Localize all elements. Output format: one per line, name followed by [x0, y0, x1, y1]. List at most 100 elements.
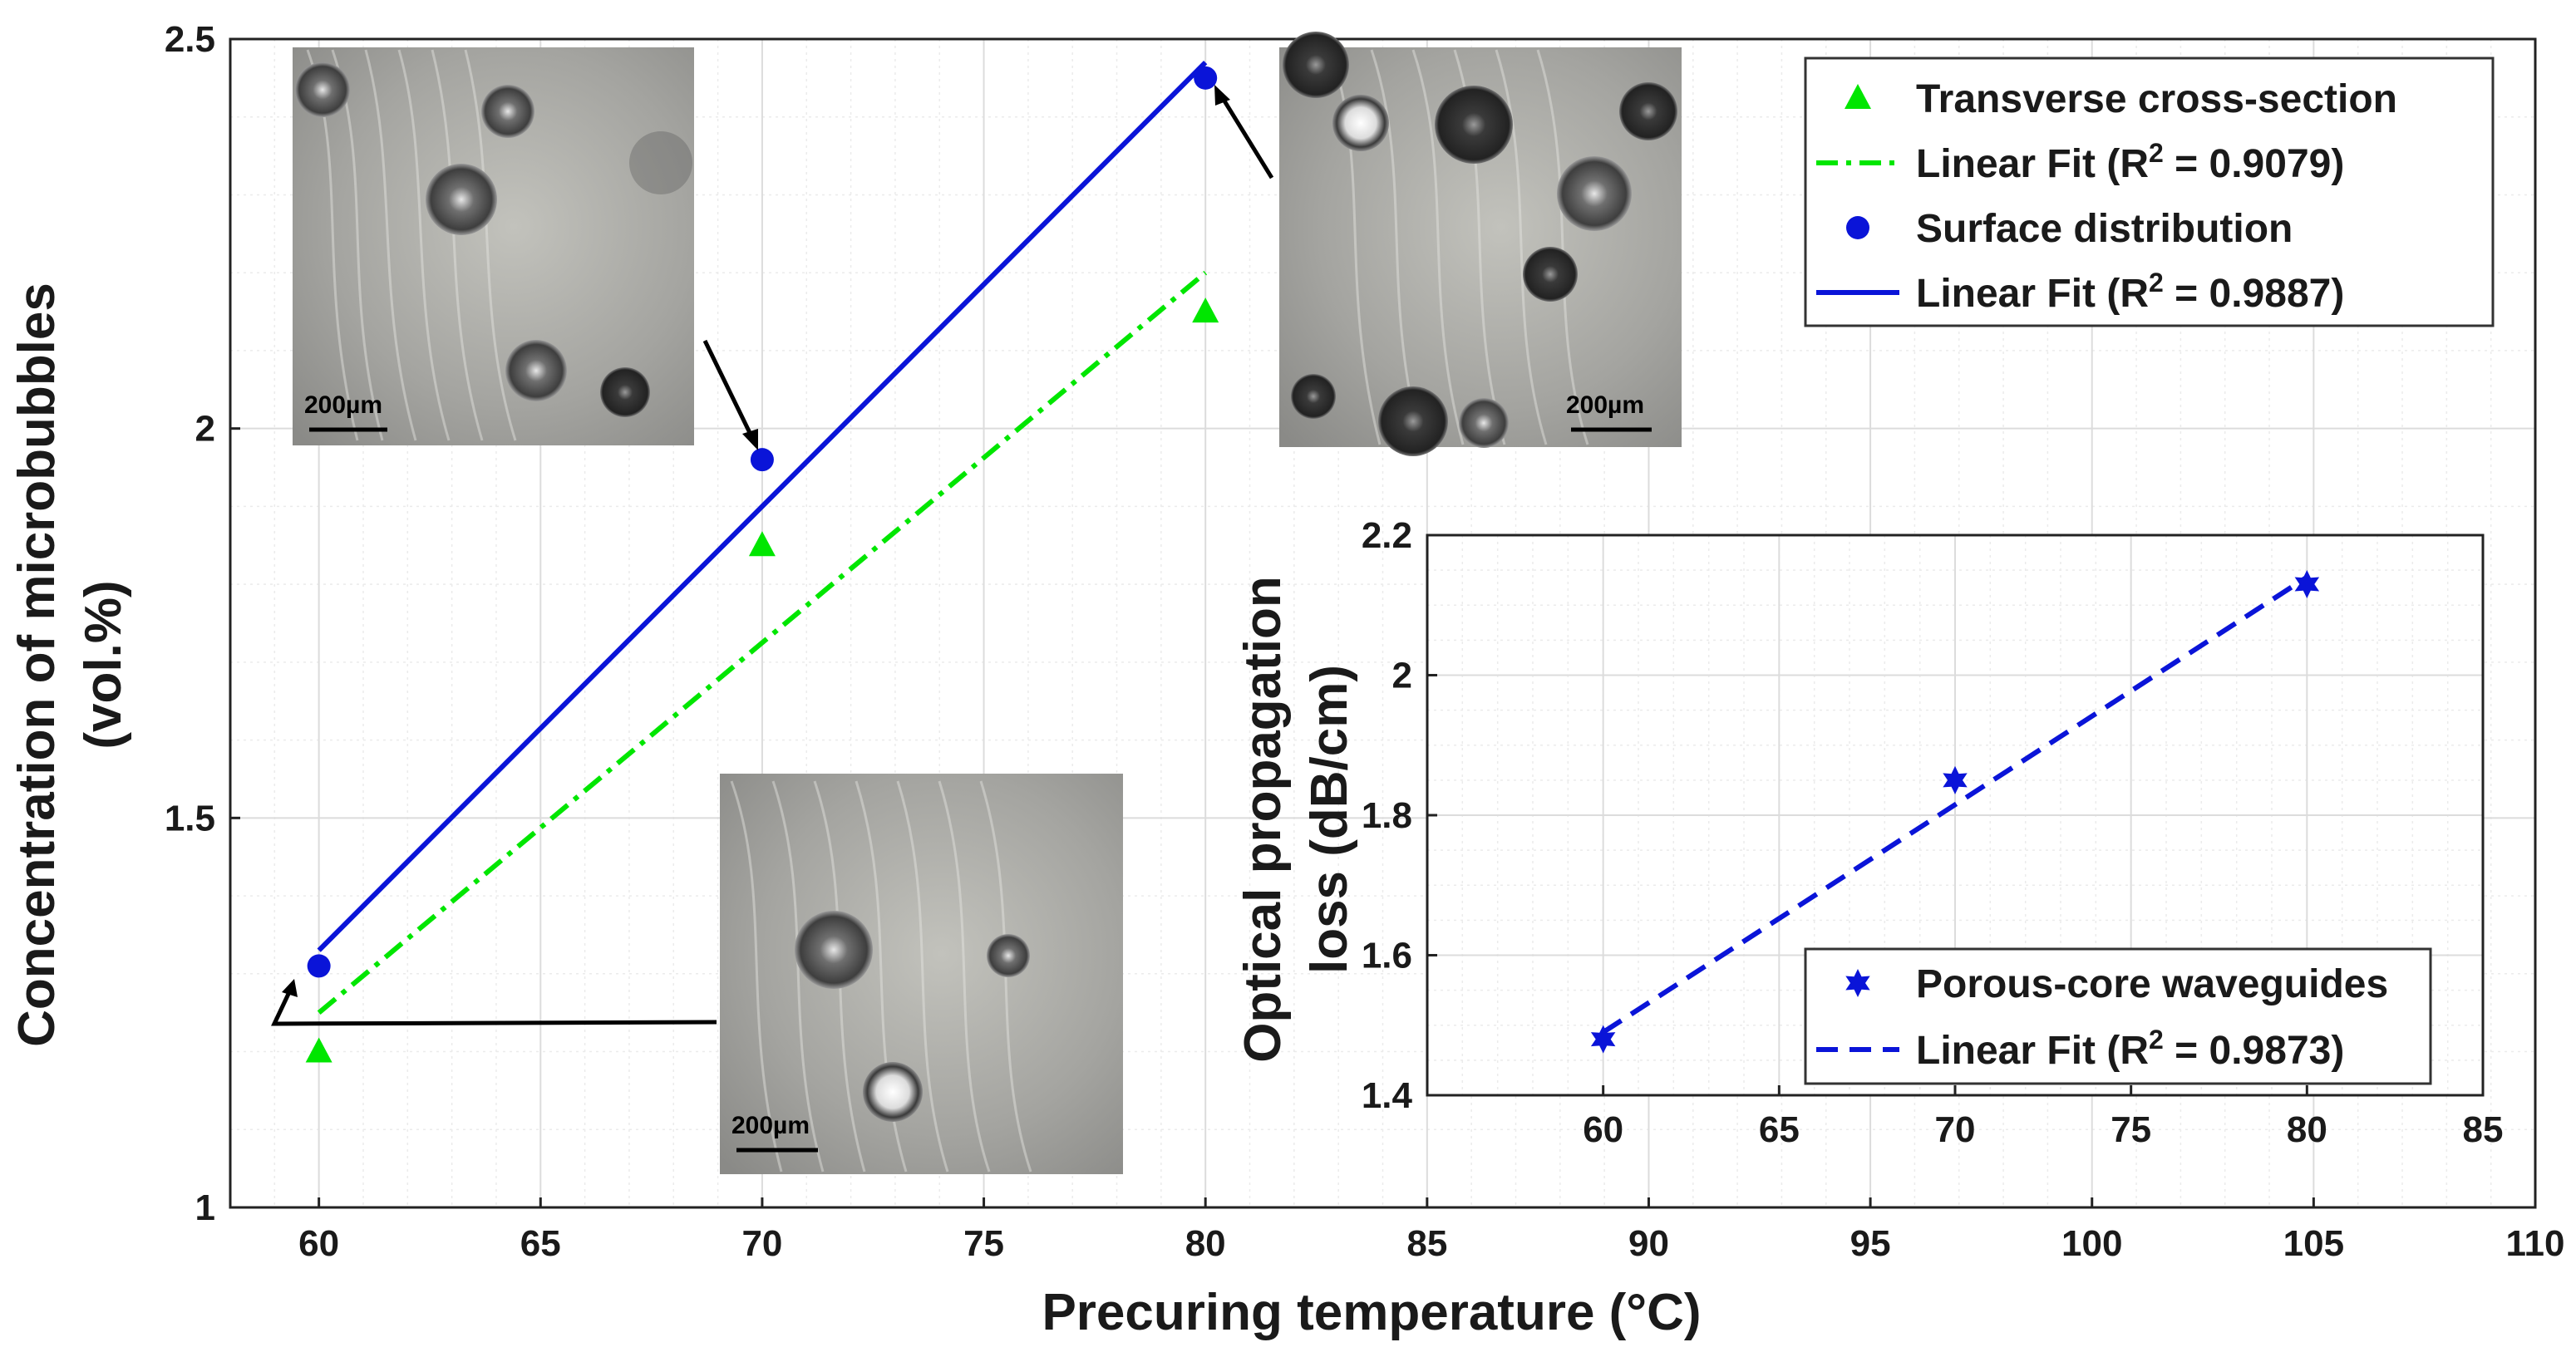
micrograph-background [720, 774, 1123, 1174]
microbubble [1378, 386, 1448, 456]
main-fit-lines [317, 61, 1208, 1015]
inset-y-axis-title-line2: loss (dB/cm) [1301, 665, 1358, 974]
microbubble [795, 911, 873, 989]
scale-bar-label: 200µm [304, 391, 382, 419]
microbubble [426, 164, 497, 235]
main-data-points [305, 66, 1219, 1063]
microbubble [600, 367, 650, 417]
data-point-circle [1194, 66, 1218, 90]
x-tick-label: 75 [2111, 1109, 2151, 1150]
microbubble [481, 85, 534, 138]
x-tick-label: 95 [1850, 1223, 1891, 1264]
arrow-head [1214, 85, 1230, 106]
y-tick-label: 1.8 [1362, 795, 1412, 836]
microbubble [1291, 374, 1336, 419]
x-tick-label: 70 [741, 1223, 782, 1264]
arrow-60-leader [271, 992, 717, 1026]
y-tick-label: 2.5 [165, 19, 215, 60]
inset-chart: 60 65 70 75 80 85 1.4 1.6 1.8 2 2.2 Optical propag… [1234, 515, 2503, 1150]
data-point-triangle [748, 531, 776, 557]
y-tick-label: 2 [1392, 656, 1412, 696]
y-tick-label: 1 [195, 1187, 215, 1228]
inset-data-points [1590, 570, 2320, 1054]
microbubble [1523, 247, 1578, 302]
data-point-triangle [305, 1037, 332, 1063]
arrow-80-surface [1219, 94, 1274, 179]
x-tick-label: 90 [1628, 1223, 1669, 1264]
data-point-star [1943, 765, 1968, 794]
legend-item: Linear Fit (R2 = 0.9873) [1816, 1025, 2344, 1073]
x-tick-label: 75 [963, 1223, 1004, 1264]
micrograph-bottom: 200µm [720, 774, 1123, 1174]
x-tick-label: 65 [520, 1223, 561, 1264]
micrograph-streaks [730, 780, 1032, 1173]
main-y-axis-title-line2: (vol.%) [75, 580, 132, 749]
legend-label: Surface distribution [1916, 207, 2293, 251]
scale-bar-label: 200µm [731, 1112, 810, 1139]
annotation-arrows [271, 85, 1274, 1026]
legend-label: Linear Fit (R2 = 0.9887) [1916, 268, 2344, 316]
y-tick-label: 2 [195, 409, 215, 450]
x-tick-label: 105 [2283, 1223, 2344, 1264]
main-plot-frame [229, 37, 2537, 1209]
data-point-circle [307, 954, 331, 978]
y-tick-label: 2.2 [1362, 515, 1412, 556]
x-tick-label: 80 [1185, 1223, 1226, 1264]
legend-label: Transverse cross-section [1916, 77, 2397, 121]
y-tick-label: 1.6 [1362, 936, 1412, 976]
arrow-head [282, 979, 298, 997]
data-point-star [2294, 570, 2320, 598]
scale-bar-label: 200µm [1566, 391, 1644, 419]
legend-label: Linear Fit (R2 = 0.9079) [1916, 138, 2344, 186]
x-tick-label: 70 [1935, 1109, 1976, 1150]
fit-line-blue [1602, 575, 2308, 1035]
main-tick-labels: 60 65 70 75 80 85 90 95 100 105 110 1 1.5 2 2.5 [165, 19, 2565, 1264]
legend-label: Linear Fit (R2 = 0.9873) [1916, 1025, 2344, 1073]
legend-swatch [1845, 84, 1871, 109]
inset-y-axis-title-line1: Optical propagation [1234, 576, 1292, 1063]
legend-swatch [1846, 216, 1869, 239]
microbubble [1435, 86, 1513, 164]
x-tick-label: 65 [1759, 1109, 1800, 1150]
arrow-head [742, 429, 758, 450]
microbubble [295, 62, 350, 117]
legend-box [1804, 947, 2432, 1085]
x-tick-label: 100 [2061, 1223, 2122, 1264]
legend-item: Linear Fit (R2 = 0.9079) [1816, 138, 2344, 186]
inset-fit-lines [1602, 575, 2308, 1035]
legend-box [1804, 57, 2495, 327]
legend-item: Surface distribution [1846, 207, 2293, 251]
data-point-circle [750, 448, 774, 472]
x-tick-label: 85 [2463, 1109, 2504, 1150]
legend-item: Porous-core waveguides [1845, 962, 2388, 1006]
microbubble [1459, 398, 1509, 448]
microbubble [505, 340, 567, 401]
fit-line-green [317, 270, 1208, 1015]
inset-legend: Porous-core waveguides Linear Fit (R2 = 0… [1804, 947, 2432, 1085]
microbubble [1557, 156, 1632, 231]
data-point-triangle [1192, 297, 1219, 323]
x-tick-label: 85 [1406, 1223, 1447, 1264]
x-tick-label: 60 [298, 1223, 339, 1264]
main-y-axis-title-line1: Concentration of microbubbles [8, 283, 66, 1047]
legend-label: Porous-core waveguides [1916, 962, 2388, 1006]
legend-item: Transverse cross-section [1845, 77, 2397, 121]
y-tick-label: 1.4 [1362, 1075, 1413, 1116]
inset-tick-labels: 60 65 70 75 80 85 1.4 1.6 1.8 2 2.2 [1362, 515, 2504, 1150]
microbubble [987, 934, 1030, 977]
microbubble [863, 1062, 923, 1122]
main-legend: Transverse cross-section Linear Fit (R2 =… [1804, 57, 2495, 327]
legend-swatch [1845, 969, 1870, 997]
x-tick-label: 60 [1583, 1109, 1623, 1150]
microbubble [1283, 32, 1349, 98]
x-tick-label: 80 [2287, 1109, 2327, 1150]
fit-line-blue [317, 61, 1208, 952]
legend-item: Linear Fit (R2 = 0.9887) [1816, 268, 2344, 316]
y-tick-label: 1.5 [165, 798, 215, 838]
x-tick-label: 110 [2506, 1223, 2565, 1264]
data-point-star [1590, 1025, 1616, 1054]
micrograph-top-left: 200µm [293, 47, 694, 445]
main-x-axis-title: Precuring temperature (°C) [1042, 1284, 1701, 1341]
microbubble-blurred [629, 131, 692, 194]
